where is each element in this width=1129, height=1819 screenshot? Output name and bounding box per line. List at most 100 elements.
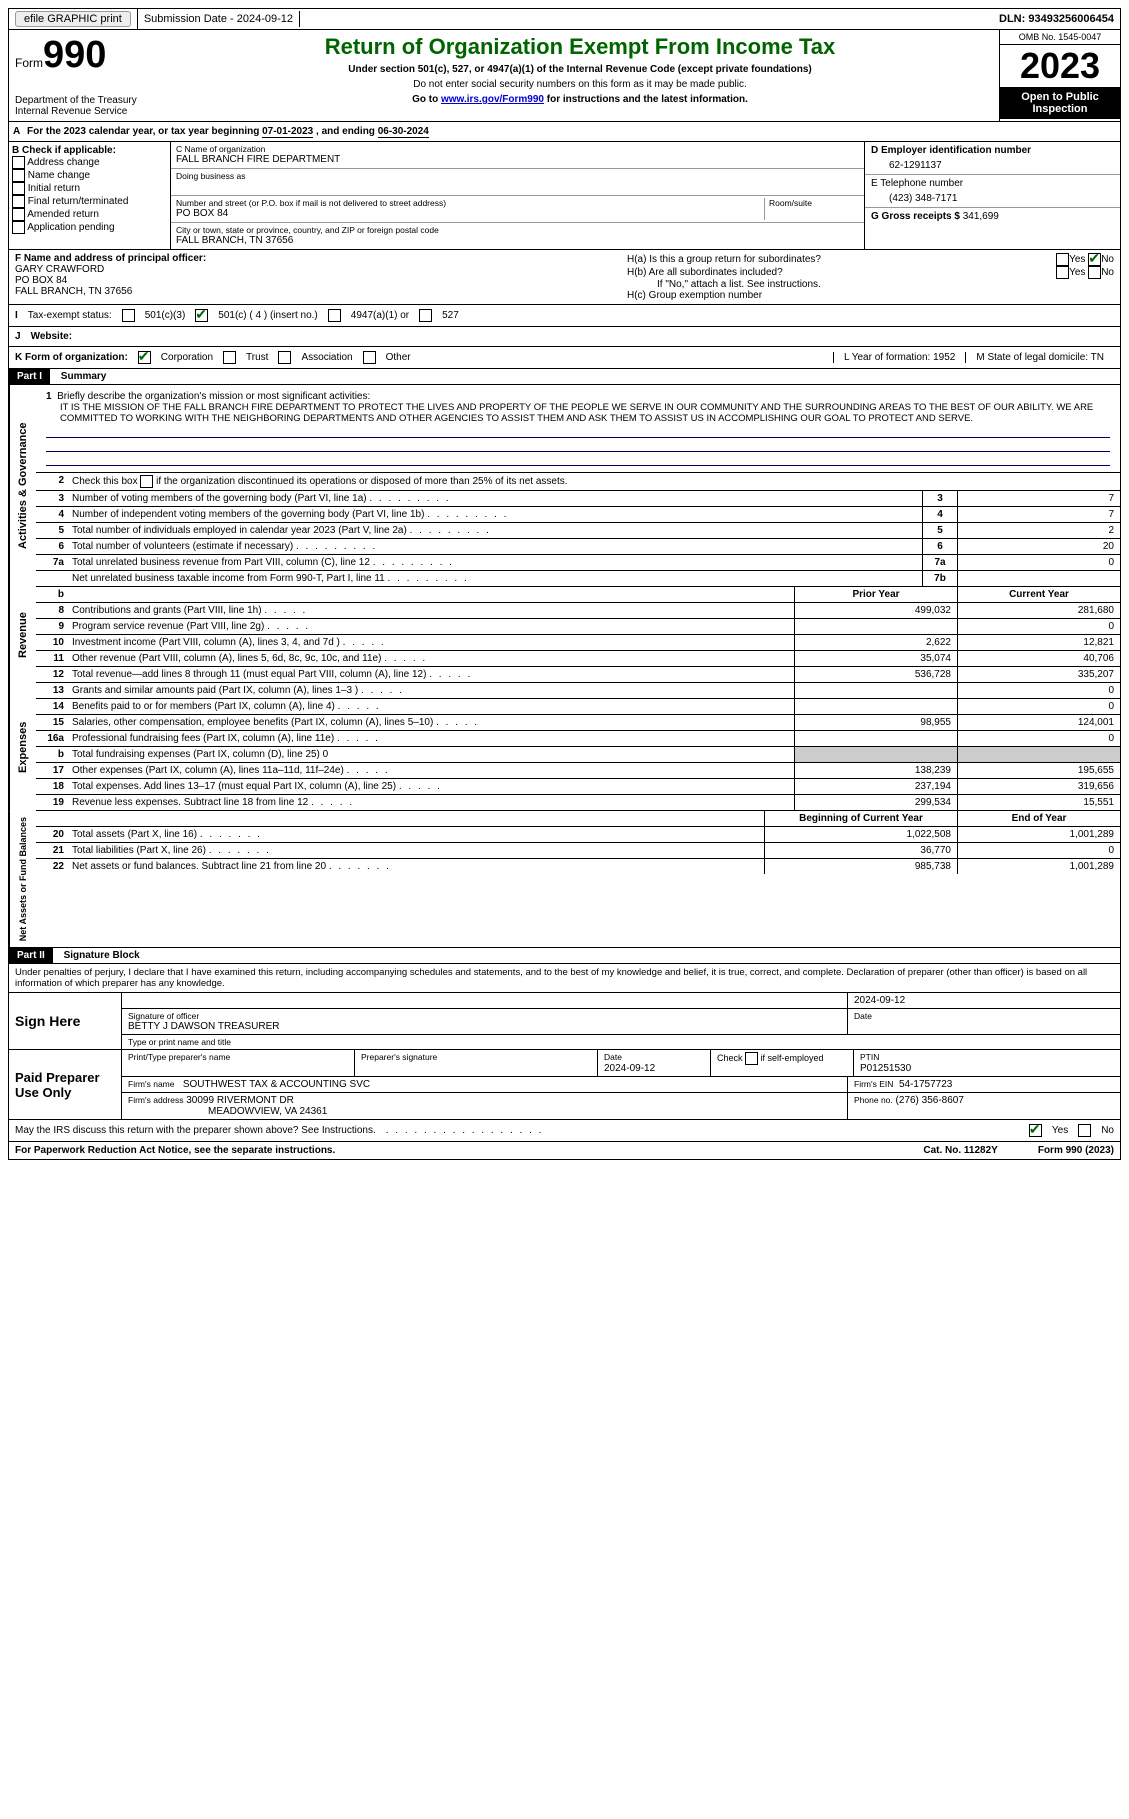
net-vertical-label: Net Assets or Fund Balances — [9, 811, 36, 947]
prep-date-val: 2024-09-12 — [604, 1063, 655, 1074]
table-row: 17Other expenses (Part IX, column (A), l… — [36, 763, 1120, 779]
row-desc: Total unrelated business revenue from Pa… — [68, 555, 922, 570]
city-value: FALL BRANCH, TN 37656 — [176, 235, 859, 246]
addr-change-cb[interactable] — [12, 156, 25, 169]
amended-return-cb[interactable] — [12, 208, 25, 221]
row-desc: Contributions and grants (Part VIII, lin… — [68, 603, 794, 618]
current-year-val: 0 — [957, 619, 1120, 634]
tax-exempt-label: Tax-exempt status: — [28, 310, 112, 321]
discuss-label: May the IRS discuss this return with the… — [15, 1125, 376, 1136]
irs-link[interactable]: www.irs.gov/Form990 — [441, 94, 544, 105]
4947-cb[interactable] — [328, 309, 341, 322]
phone-label: E Telephone number — [871, 178, 1114, 189]
corp-cb[interactable] — [138, 351, 151, 364]
current-year-val: 281,680 — [957, 603, 1120, 618]
date-label: Date — [848, 1009, 1120, 1034]
paid-preparer-label: Paid Preparer Use Only — [9, 1050, 122, 1119]
officer-street: PO BOX 84 — [15, 275, 615, 286]
goto-pre: Go to — [412, 94, 441, 105]
row-desc: Total liabilities (Part X, line 26) . . … — [68, 843, 764, 858]
revenue-vertical-label: Revenue — [9, 587, 36, 683]
street-label: Number and street (or P.O. box if mail i… — [176, 198, 764, 208]
corp-label: Corporation — [161, 352, 213, 363]
trust-cb[interactable] — [223, 351, 236, 364]
tax-year: 2023 — [1000, 45, 1120, 87]
table-row: 19Revenue less expenses. Subtract line 1… — [36, 795, 1120, 811]
row-num: 21 — [36, 843, 68, 858]
net-assets-section: Net Assets or Fund Balances Beginning of… — [8, 811, 1121, 948]
row-num: 13 — [36, 683, 68, 698]
discuss-no-cb[interactable] — [1078, 1124, 1091, 1137]
state-domicile: M State of legal domicile: TN — [965, 352, 1114, 363]
form-header: Form990 Department of the Treasury Inter… — [8, 30, 1121, 122]
hb-no-cb[interactable] — [1088, 266, 1101, 279]
row-num: 18 — [36, 779, 68, 794]
room-label: Room/suite — [769, 198, 859, 208]
row-num: 17 — [36, 763, 68, 778]
type-name-label: Type or print name and title — [122, 1035, 1120, 1049]
l2-text2: if the organization discontinued its ope… — [153, 476, 567, 487]
row-box: 3 — [922, 491, 957, 506]
receipts-value: 341,699 — [963, 211, 999, 222]
form-footer: Form 990 (2023) — [1038, 1145, 1114, 1156]
table-row: 10Investment income (Part VIII, column (… — [36, 635, 1120, 651]
current-year-val: 15,551 — [957, 795, 1120, 810]
current-year-val: 0 — [957, 683, 1120, 698]
table-row: 12Total revenue—add lines 8 through 11 (… — [36, 667, 1120, 683]
table-row: 8Contributions and grants (Part VIII, li… — [36, 603, 1120, 619]
row-desc: Total fundraising expenses (Part IX, col… — [68, 747, 794, 762]
form-label: Form — [15, 56, 43, 70]
prior-year-val: 2,622 — [794, 635, 957, 650]
other-cb[interactable] — [363, 351, 376, 364]
section-bcd: B Check if applicable: Address change Na… — [8, 142, 1121, 250]
ha-yes-cb[interactable] — [1056, 253, 1069, 266]
discuss-yes: Yes — [1052, 1125, 1068, 1136]
527-cb[interactable] — [419, 309, 432, 322]
501c-cb[interactable] — [195, 309, 208, 322]
prior-year-header: Prior Year — [794, 587, 957, 602]
name-change-cb[interactable] — [12, 169, 25, 182]
app-pending-cb[interactable] — [12, 221, 25, 234]
penalties-text: Under penalties of perjury, I declare th… — [8, 964, 1121, 993]
row-desc: Revenue less expenses. Subtract line 18 … — [68, 795, 794, 810]
row-num: 22 — [36, 859, 68, 874]
row-desc: Number of voting members of the governin… — [68, 491, 922, 506]
501c3-cb[interactable] — [122, 309, 135, 322]
officer-label: F Name and address of principal officer: — [15, 253, 615, 264]
beginning-val: 36,770 — [764, 843, 957, 858]
prior-year-val: 35,074 — [794, 651, 957, 666]
row-desc: Net unrelated business taxable income fr… — [68, 571, 922, 586]
tax-year-begin: 07-01-2023 — [262, 126, 313, 138]
firm-addr-label: Firm's address — [128, 1095, 183, 1105]
hb-yes-cb[interactable] — [1056, 266, 1069, 279]
officer-name-sig: BETTY J DAWSON TREASURER — [128, 1021, 841, 1032]
dba-label: Doing business as — [176, 171, 859, 181]
assoc-cb[interactable] — [278, 351, 291, 364]
ha-no-cb[interactable] — [1088, 253, 1101, 266]
prior-year-val: 299,534 — [794, 795, 957, 810]
prior-year-val — [794, 747, 957, 762]
row-num: 8 — [36, 603, 68, 618]
self-emp-cb[interactable] — [745, 1052, 758, 1065]
final-return-cb[interactable] — [12, 195, 25, 208]
row-num: 15 — [36, 715, 68, 730]
table-row: 20Total assets (Part X, line 16) . . . .… — [36, 827, 1120, 843]
discuss-yes-cb[interactable] — [1029, 1124, 1042, 1137]
initial-return-cb[interactable] — [12, 182, 25, 195]
sig-officer-label: Signature of officer — [128, 1011, 841, 1021]
l2-cb[interactable] — [140, 475, 153, 488]
yes-label: Yes — [1069, 254, 1085, 265]
col-b-label: B Check if applicable: — [12, 145, 167, 156]
row-f: F Name and address of principal officer:… — [8, 250, 1121, 305]
firm-city: MEADOWVIEW, VA 24361 — [128, 1106, 841, 1117]
table-row: 4Number of independent voting members of… — [36, 507, 1120, 523]
row-num: 14 — [36, 699, 68, 714]
table-row: Net unrelated business taxable income fr… — [36, 571, 1120, 587]
open-inspection: Open to Public Inspection — [1000, 87, 1120, 119]
efile-print-btn[interactable]: efile GRAPHIC print — [15, 11, 131, 27]
table-row: bTotal fundraising expenses (Part IX, co… — [36, 747, 1120, 763]
table-row: 21Total liabilities (Part X, line 26) . … — [36, 843, 1120, 859]
sig-date: 2024-09-12 — [848, 993, 1120, 1008]
row-desc: Investment income (Part VIII, column (A)… — [68, 635, 794, 650]
current-year-val: 40,706 — [957, 651, 1120, 666]
